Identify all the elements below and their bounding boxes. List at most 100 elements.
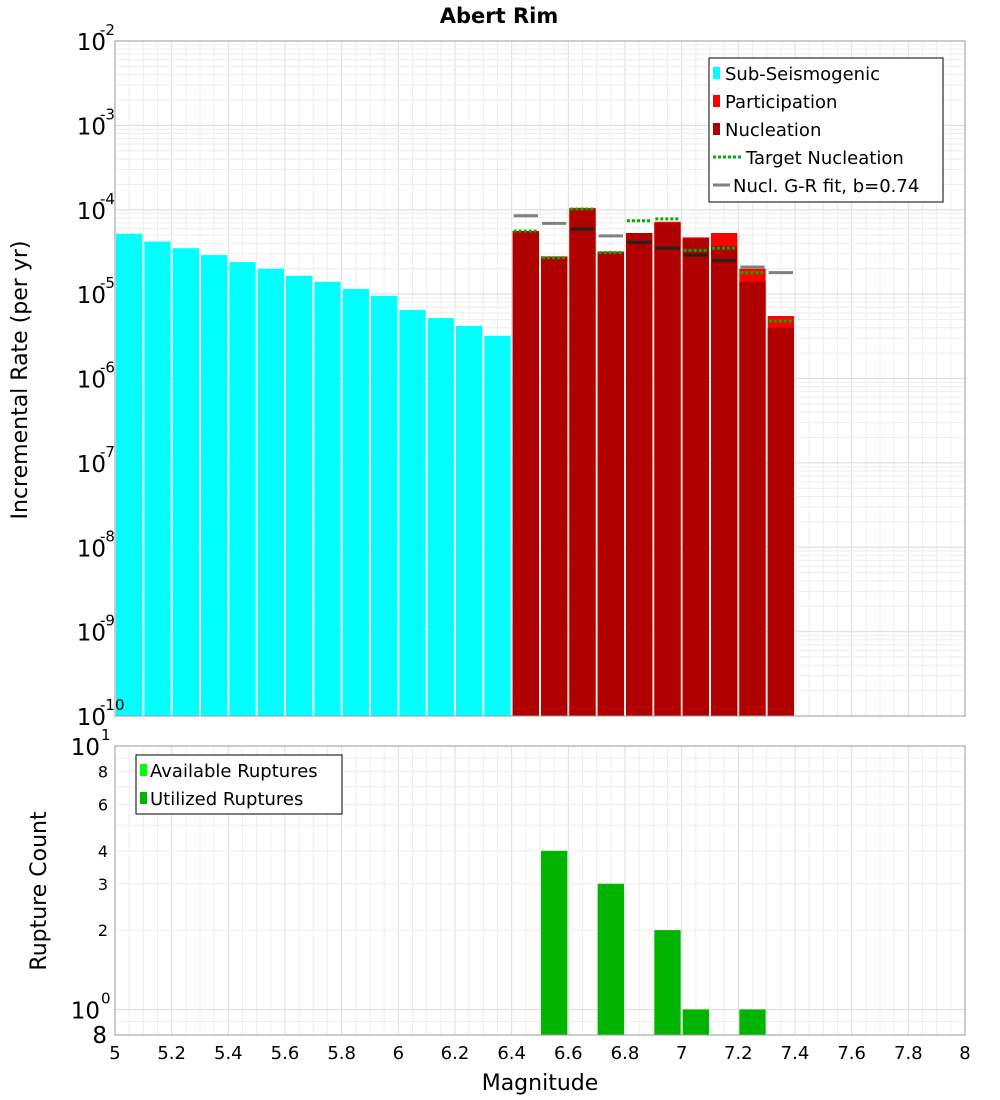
x-tick-label: 7.8 (894, 1043, 923, 1064)
bottom-plot-frame (114, 745, 966, 1036)
bar-utilized-ruptures (654, 930, 681, 1035)
legend-swatch-available-ruptures (140, 764, 147, 776)
bottom-legend-box (135, 754, 343, 815)
x-tick-label: 5.8 (327, 1043, 356, 1064)
legend-label-gr-fit: Nucl. G-R fit, b=0.74 (733, 176, 919, 197)
bottom-y-axis-label: Rupture Count (27, 811, 52, 971)
top-y-tick-exponent: -4 (100, 190, 115, 208)
x-tick-label: 6.8 (611, 1043, 640, 1064)
top-legend: Sub-Seismogenic Participation Nucleation… (708, 57, 944, 203)
x-tick-label: 6 (393, 1043, 404, 1064)
bottom-y-tick-label: 6 (98, 795, 108, 814)
bar-utilized-ruptures (597, 883, 624, 1035)
bar-nucleation (569, 209, 596, 716)
top-y-tick-exponent: -5 (100, 274, 115, 292)
legend-label-available-ruptures: Available Ruptures (150, 761, 318, 782)
bar-nucleation (682, 238, 709, 716)
top-y-tick-exponent: -6 (100, 359, 115, 377)
x-tick-label: 5.4 (214, 1043, 243, 1064)
bar-sub-seismogenic (371, 296, 398, 716)
top-y-tick-base: 10 (77, 452, 106, 478)
x-tick-label: 5 (109, 1043, 120, 1064)
bar-nucleation (541, 257, 568, 716)
top-y-tick-base: 10 (77, 283, 106, 309)
bottom-y-tick-base: 10 (71, 735, 100, 761)
chart-title: Abert Rim (440, 4, 558, 28)
bar-nucleation (767, 327, 794, 716)
bar-utilized-ruptures (682, 1009, 709, 1035)
bottom-y-tick-label: 4 (98, 842, 108, 861)
top-y-tick-base: 10 (77, 536, 106, 562)
bar-sub-seismogenic (116, 233, 143, 716)
bottom-y-tick-exponent: 0 (101, 989, 111, 1007)
top-y-tick-base: 10 (77, 705, 106, 731)
x-tick-label: 7.2 (724, 1043, 753, 1064)
top-bars (116, 207, 794, 717)
bar-sub-seismogenic (229, 262, 256, 716)
top-y-axis-label: Incremental Rate (per yr) (8, 241, 33, 520)
bar-sub-seismogenic (399, 309, 426, 716)
x-tick-label: 7 (676, 1043, 687, 1064)
legend-swatch-sub-seismogenic (713, 67, 720, 79)
legend-label-nucleation: Nucleation (725, 120, 821, 141)
top-y-tick-base: 10 (77, 199, 106, 225)
x-axis-label: Magnitude (482, 1071, 599, 1096)
bar-nucleation (512, 230, 539, 716)
x-tick-label: 7.4 (781, 1043, 810, 1064)
bottom-legend: Available Ruptures Utilized Ruptures (135, 754, 343, 815)
legend-label-sub-seismogenic: Sub-Seismogenic (725, 64, 880, 85)
x-tick-label: 8 (959, 1043, 970, 1064)
bar-sub-seismogenic (286, 275, 313, 716)
bar-sub-seismogenic (342, 289, 369, 716)
bottom-y-tick-base: 10 (71, 998, 100, 1024)
bar-nucleation (739, 281, 766, 716)
top-y-tick-exponent: -7 (100, 443, 115, 461)
x-tick-label: 7.6 (837, 1043, 866, 1064)
top-y-tick-exponent: -9 (100, 612, 115, 630)
legend-swatch-nucleation (713, 123, 720, 135)
bar-sub-seismogenic (144, 241, 171, 717)
bottom-y-tick-exponent: 1 (101, 726, 111, 744)
bar-utilized-ruptures (541, 850, 568, 1035)
bottom-y-tick-label: 2 (98, 921, 108, 940)
bar-sub-seismogenic (257, 268, 284, 716)
x-tick-label: 5.6 (271, 1043, 300, 1064)
bar-utilized-ruptures (739, 1009, 766, 1035)
x-tick-label: 6.6 (554, 1043, 583, 1064)
bar-sub-seismogenic (484, 335, 511, 716)
x-tick-labels: 5 5.2 5.4 5.6 5.8 6 6.2 6.4 6.6 6.8 7 7.2 7.4 7.6 7.8 8 (109, 1043, 970, 1064)
legend-label-target-nucleation: Target Nucleation (745, 148, 904, 169)
top-legend-box (708, 57, 944, 203)
top-y-tick-exponent: -2 (100, 21, 115, 39)
bar-nucleation (711, 246, 738, 716)
bottom-bars (541, 850, 766, 1035)
bar-sub-seismogenic (201, 255, 228, 716)
x-tick-label: 6.4 (497, 1043, 526, 1064)
legend-label-participation: Participation (725, 92, 837, 113)
top-y-tick-base: 10 (77, 621, 106, 647)
top-y-tick-base: 10 (77, 368, 106, 394)
top-y-tick-base: 10 (77, 30, 106, 56)
bottom-y-tick-min: 8 (92, 1023, 107, 1049)
bar-nucleation (654, 222, 681, 716)
top-y-tick-base: 10 (77, 114, 106, 140)
bar-sub-seismogenic (427, 318, 454, 716)
top-y-tick-exponent: -8 (100, 527, 115, 545)
bar-sub-seismogenic (314, 281, 341, 716)
top-plot-frame (114, 40, 966, 717)
legend-swatch-utilized-ruptures (140, 792, 147, 804)
bottom-y-tick-label: 8 (98, 763, 108, 782)
top-y-tick-exponent: -10 (100, 696, 125, 714)
bar-nucleation (626, 233, 653, 716)
bottom-y-tick-label: 3 (98, 875, 108, 894)
bar-sub-seismogenic (172, 248, 199, 717)
legend-label-utilized-ruptures: Utilized Ruptures (150, 789, 303, 810)
bar-sub-seismogenic (456, 325, 483, 716)
x-tick-label: 6.2 (441, 1043, 470, 1064)
bar-nucleation (597, 252, 624, 716)
top-y-tick-exponent: -3 (100, 105, 115, 123)
legend-swatch-participation (713, 95, 720, 107)
